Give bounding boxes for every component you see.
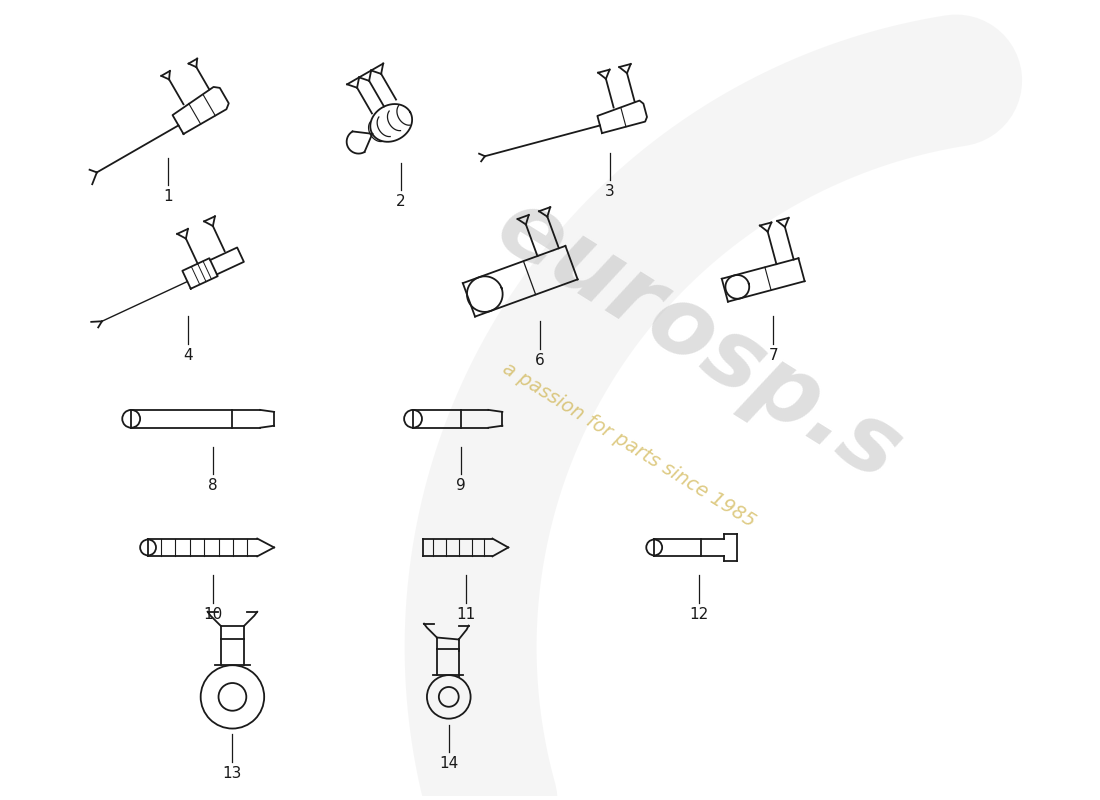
Text: eurosp.s: eurosp.s bbox=[480, 180, 917, 502]
Text: 9: 9 bbox=[455, 478, 465, 493]
Text: 13: 13 bbox=[222, 766, 242, 781]
Text: 1: 1 bbox=[163, 190, 173, 204]
Text: 2: 2 bbox=[396, 194, 406, 209]
Text: 8: 8 bbox=[208, 478, 218, 493]
Text: 12: 12 bbox=[690, 607, 708, 622]
Text: 4: 4 bbox=[183, 347, 192, 362]
Text: 10: 10 bbox=[204, 607, 222, 622]
Text: 7: 7 bbox=[769, 347, 778, 362]
Text: 11: 11 bbox=[456, 607, 475, 622]
Text: 3: 3 bbox=[605, 184, 615, 199]
Text: 6: 6 bbox=[536, 353, 544, 367]
Text: 14: 14 bbox=[439, 756, 459, 771]
Text: a passion for parts since 1985: a passion for parts since 1985 bbox=[499, 358, 759, 530]
